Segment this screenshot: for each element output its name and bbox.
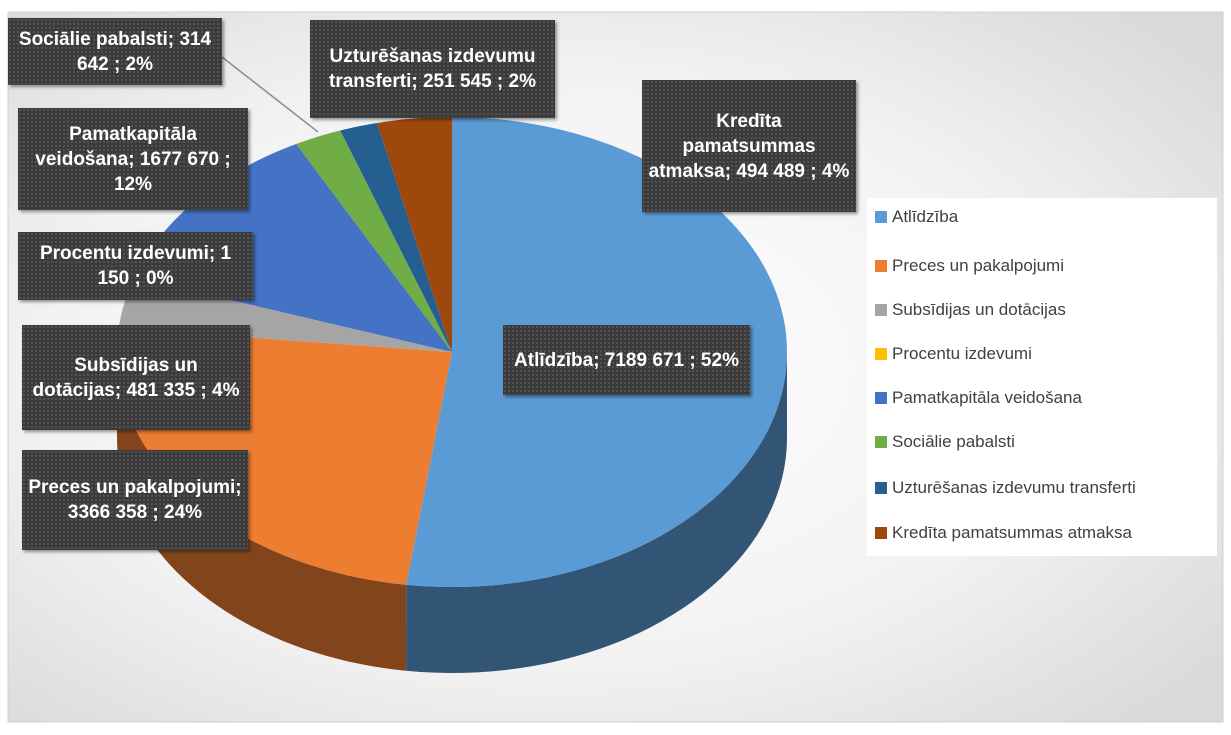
pie-slice <box>340 122 452 352</box>
pie-slice <box>377 117 452 352</box>
legend-label: Preces un pakalpojumi <box>892 256 1064 275</box>
legend-label: Uzturēšanas izdevumu transferti <box>892 478 1136 497</box>
data-label: Preces un pakalpojumi; 3366 358 ; 24% <box>22 450 248 550</box>
legend-item: Uzturēšanas izdevumu transferti <box>875 478 1136 498</box>
legend-label: Pamatkapitāla veidošana <box>892 388 1082 407</box>
legend-label: Subsīdijas un dotācijas <box>892 300 1066 319</box>
leader-line <box>221 56 319 133</box>
data-label: Procentu izdevumi; 1 150 ; 0% <box>18 232 253 300</box>
legend-item: Pamatkapitāla veidošana <box>875 388 1082 408</box>
legend-swatch <box>875 260 887 272</box>
pie-side <box>117 352 407 671</box>
legend: Atlīdzība Preces un pakalpojumi Subsīdijas… <box>867 198 1217 556</box>
data-label: Atlīdzība; 7189 671 ; 52% <box>503 325 750 395</box>
legend-item: Sociālie pabalsti <box>875 432 1015 452</box>
legend-swatch <box>875 482 887 494</box>
data-label: Pamatkapitāla veidošana; 1677 670 ; 12% <box>18 108 248 210</box>
legend-label: Kredīta pamatsummas atmaksa <box>892 523 1132 542</box>
legend-item: Atlīdzība <box>875 207 958 227</box>
legend-swatch <box>875 211 887 223</box>
pie-side <box>406 352 787 673</box>
legend-item: Preces un pakalpojumi <box>875 256 1064 276</box>
legend-swatch <box>875 348 887 360</box>
legend-item: Kredīta pamatsummas atmaksa <box>875 523 1132 543</box>
legend-label: Atlīdzība <box>892 207 959 226</box>
legend-label: Procentu izdevumi <box>892 344 1032 363</box>
legend-swatch <box>875 527 887 539</box>
legend-label: Sociālie pabalsti <box>892 432 1015 451</box>
legend-item: Procentu izdevumi <box>875 344 1032 364</box>
legend-swatch <box>875 436 887 448</box>
data-label: Sociālie pabalsti; 314 642 ; 2% <box>8 18 222 85</box>
data-label: Kredīta pamatsummas atmaksa; 494 489 ; 4… <box>642 80 856 212</box>
data-label: Uzturēšanas izdevumu transferti; 251 545… <box>310 20 555 118</box>
legend-item: Subsīdijas un dotācijas <box>875 300 1066 320</box>
legend-swatch <box>875 304 887 316</box>
legend-swatch <box>875 392 887 404</box>
pie-slice <box>296 130 452 352</box>
data-label: Subsīdijas un dotācijas; 481 335 ; 4% <box>22 325 250 430</box>
